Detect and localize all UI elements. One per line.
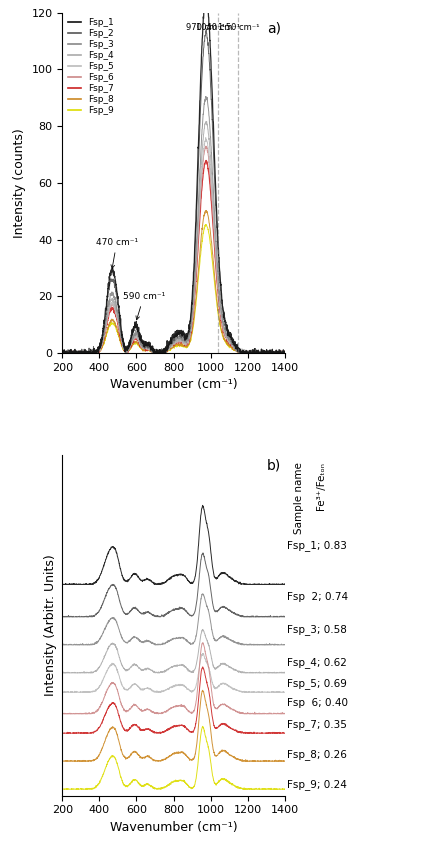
Text: Fe³⁺/Feₜₒₙ: Fe³⁺/Feₜₒₙ: [316, 462, 326, 510]
Text: 1040 cm⁻¹: 1040 cm⁻¹: [196, 24, 240, 33]
Text: 1 50 cm⁻¹: 1 50 cm⁻¹: [218, 24, 259, 33]
Text: Fsp_7; 0.35: Fsp_7; 0.35: [287, 719, 347, 730]
Text: Fsp  6; 0.40: Fsp 6; 0.40: [287, 698, 348, 708]
Text: 470 cm⁻¹: 470 cm⁻¹: [96, 238, 138, 269]
Y-axis label: Intensity (counts): Intensity (counts): [13, 128, 26, 237]
Legend: Fsp_1, Fsp_2, Fsp_3, Fsp_4, Fsp_5, Fsp_6, Fsp_7, Fsp_8, Fsp_9: Fsp_1, Fsp_2, Fsp_3, Fsp_4, Fsp_5, Fsp_6…: [65, 15, 117, 118]
Text: 970 cm⁻¹: 970 cm⁻¹: [186, 24, 225, 33]
X-axis label: Wavenumber (cm⁻¹): Wavenumber (cm⁻¹): [110, 821, 237, 834]
Text: Fsp_3; 0.58: Fsp_3; 0.58: [287, 624, 347, 635]
Text: b): b): [267, 459, 281, 472]
Y-axis label: Intensity (Arbitr. Units): Intensity (Arbitr. Units): [44, 555, 57, 696]
Text: Fsp_9; 0.24: Fsp_9; 0.24: [287, 780, 347, 791]
Text: Fsp  2; 0.74: Fsp 2; 0.74: [287, 593, 348, 602]
Text: Sample name: Sample name: [294, 462, 303, 534]
X-axis label: Wavenumber (cm⁻¹): Wavenumber (cm⁻¹): [110, 378, 237, 392]
Text: Fsp_1; 0.83: Fsp_1; 0.83: [287, 541, 347, 552]
Text: Fsp_5; 0.69: Fsp_5; 0.69: [287, 678, 347, 689]
Text: 590 cm⁻¹: 590 cm⁻¹: [122, 292, 165, 320]
Text: Fsp_4; 0.62: Fsp_4; 0.62: [287, 657, 347, 668]
Text: a): a): [267, 21, 281, 35]
Text: Fsp_8; 0.26: Fsp_8; 0.26: [287, 749, 347, 760]
